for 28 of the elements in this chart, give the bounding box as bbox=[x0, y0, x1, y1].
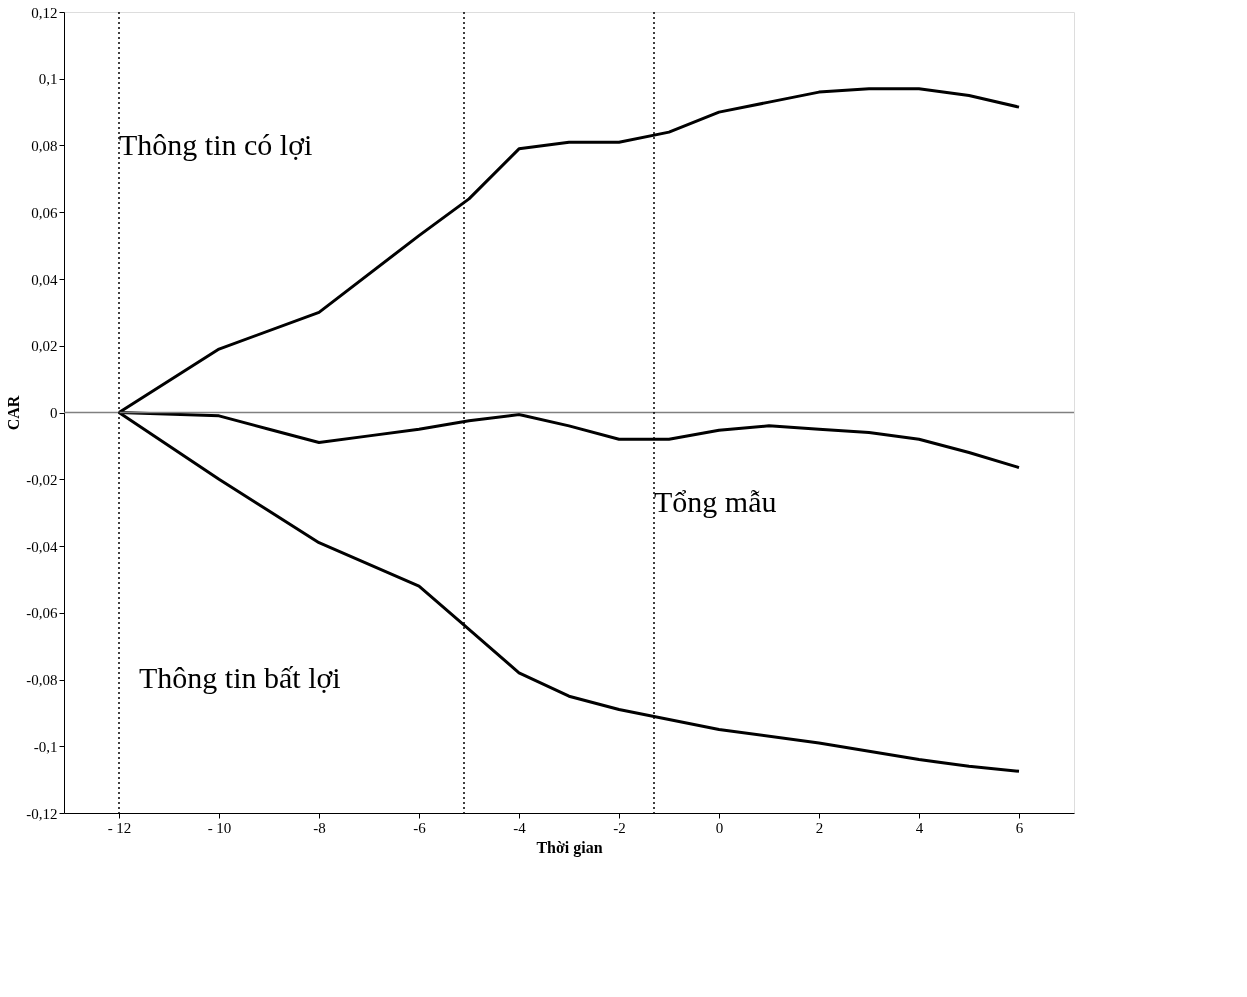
x-tick-label: -2 bbox=[613, 819, 626, 836]
y-tick-label: 0,04 bbox=[31, 271, 58, 288]
y-tick-label: 0 bbox=[50, 405, 58, 421]
x-tick-label: 6 bbox=[1015, 819, 1024, 836]
x-axis-title: Thời gian bbox=[536, 838, 603, 857]
y-tick-label: -0,04 bbox=[26, 538, 58, 555]
annotation: Thông tin bất lợi bbox=[139, 661, 341, 694]
x-tick-label: - 12 bbox=[107, 819, 132, 836]
y-tick-label: 0,02 bbox=[31, 338, 58, 355]
x-tick-label: -6 bbox=[413, 819, 427, 836]
x-tick-label: -8 bbox=[313, 819, 326, 836]
y-tick-label: 0,08 bbox=[31, 138, 58, 154]
y-axis-title: CAR bbox=[5, 395, 23, 431]
annotation: Tổng mẫu bbox=[654, 484, 777, 518]
y-tick-label: 0,06 bbox=[31, 204, 58, 221]
y-tick-label: 0,1 bbox=[38, 71, 58, 88]
x-tick-label: -4 bbox=[513, 819, 527, 836]
x-tick-label: 4 bbox=[915, 819, 924, 836]
y-tick-label: -0,1 bbox=[33, 738, 58, 755]
y-tick-label: 0,12 bbox=[31, 4, 58, 21]
x-tick-label: - 10 bbox=[207, 819, 232, 836]
y-tick-label: -0,12 bbox=[26, 805, 58, 822]
x-tick-label: 0 bbox=[715, 819, 724, 836]
x-tick-label: 2 bbox=[815, 819, 824, 836]
y-tick-label: -0,02 bbox=[26, 471, 58, 488]
y-tick-label: -0,08 bbox=[26, 672, 58, 688]
annotation: Thông tin có lợi bbox=[119, 127, 313, 161]
y-tick-label: -0,06 bbox=[26, 605, 58, 622]
